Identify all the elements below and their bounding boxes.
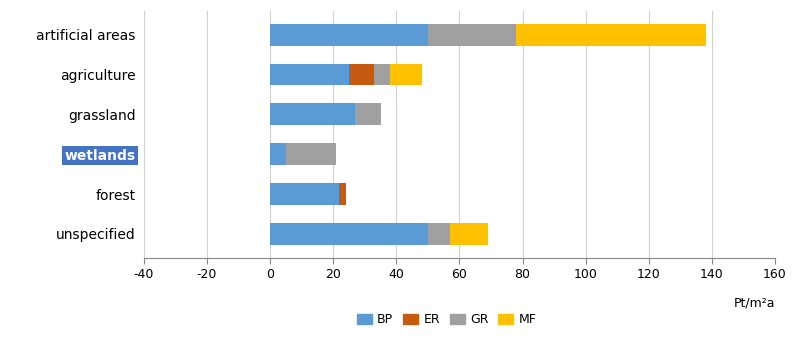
- Bar: [270, 103, 356, 125]
- Bar: [450, 223, 488, 245]
- Bar: [390, 63, 422, 86]
- Bar: [349, 63, 374, 86]
- Bar: [340, 183, 346, 205]
- Bar: [516, 24, 706, 45]
- Bar: [270, 223, 428, 245]
- Bar: [428, 24, 516, 45]
- Bar: [428, 223, 450, 245]
- Bar: [270, 63, 349, 86]
- Legend: BP, ER, GR, MF: BP, ER, GR, MF: [352, 309, 542, 332]
- Bar: [270, 24, 428, 45]
- Bar: [374, 63, 390, 86]
- Bar: [270, 183, 340, 205]
- Bar: [270, 143, 286, 165]
- Bar: [286, 143, 336, 165]
- Text: Pt/m²a: Pt/m²a: [733, 297, 775, 310]
- Bar: [356, 103, 380, 125]
